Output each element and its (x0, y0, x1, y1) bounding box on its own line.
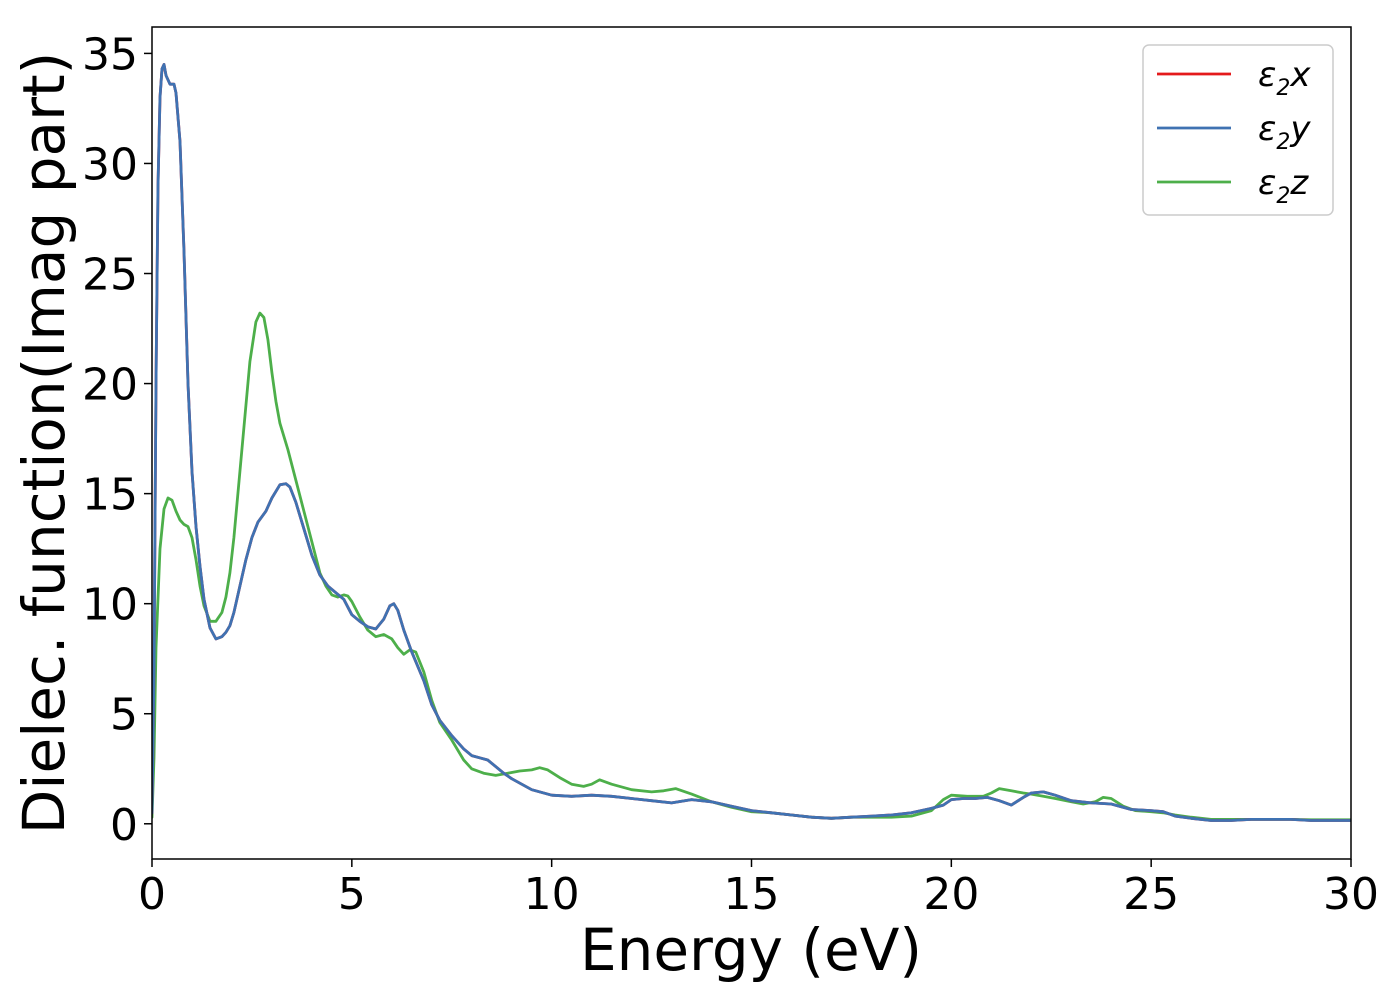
y-axis-ticks: 0 5 10 15 20 25 30 35 (82, 29, 152, 851)
y-tick-label: 30 (82, 139, 138, 190)
legend-label-ε2x: ε2x (1258, 55, 1311, 101)
y-tick-label: 5 (110, 690, 138, 741)
series-line-ε2y (152, 63, 1351, 822)
y-tick-label: 15 (82, 470, 138, 521)
legend: ε2x ε2y ε2z (1142, 44, 1334, 216)
x-tick-label: 25 (1123, 869, 1179, 920)
y-tick-label: 10 (82, 580, 138, 631)
x-tick-label: 20 (923, 869, 979, 920)
x-tick-label: 30 (1323, 869, 1379, 920)
x-tick-label: 15 (724, 869, 780, 920)
y-tick-label: 20 (82, 360, 138, 411)
series-layer (152, 63, 1351, 822)
legend-label-ε2y: ε2y (1258, 109, 1311, 155)
x-tick-label: 5 (338, 869, 366, 920)
y-tick-label: 0 (110, 800, 138, 851)
y-tick-label: 35 (82, 29, 138, 80)
x-axis-title: Energy (eV) (580, 916, 922, 984)
y-axis-title: Dielec. function(Imag part) (10, 52, 78, 835)
x-tick-label: 0 (138, 869, 166, 920)
series-line-ε2z (152, 311, 1351, 822)
y-tick-label: 25 (82, 250, 138, 301)
x-axis-ticks: 0 5 10 15 20 25 30 (138, 859, 1379, 920)
x-tick-label: 10 (524, 869, 580, 920)
legend-label-ε2z: ε2z (1258, 163, 1309, 209)
legend-box (1142, 44, 1334, 216)
